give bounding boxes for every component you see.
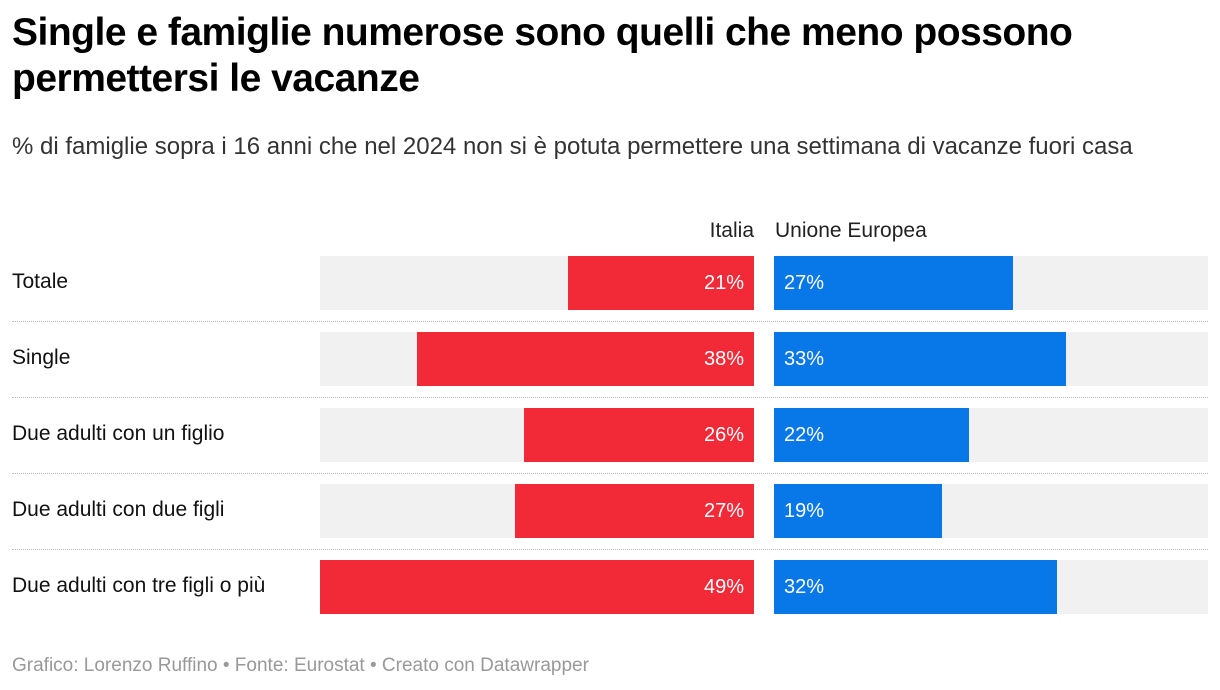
bar-ue — [774, 484, 943, 538]
bar-ue — [774, 408, 969, 462]
value-label-ue: 22% — [784, 424, 825, 446]
bar-italia — [523, 408, 754, 462]
value-label-italia: 27% — [703, 500, 744, 522]
chart-title: Single e famiglie numerose sono quelli c… — [12, 11, 1073, 100]
bar-ue — [774, 560, 1058, 614]
bar-ue — [774, 256, 1014, 310]
bar-italia — [568, 256, 754, 310]
row-divider — [12, 473, 1208, 474]
row-label: Single — [12, 346, 71, 369]
footer: Grafico: Lorenzo Ruffino • Fonte: Eurost… — [12, 655, 589, 676]
bar-italia — [320, 560, 754, 614]
row-divider — [12, 397, 1208, 398]
bar-ue — [774, 332, 1067, 386]
bar-italia — [514, 484, 754, 538]
value-label-ue: 33% — [784, 348, 825, 370]
row-divider — [12, 321, 1208, 322]
value-label-italia: 21% — [703, 272, 744, 294]
value-label-ue: 32% — [784, 576, 825, 598]
bar-italia — [417, 332, 754, 386]
row-label: Due adulti con tre figli o più — [12, 574, 266, 597]
row-label: Due adulti con due figli — [12, 498, 225, 521]
chart-subtitle: % di famiglie sopra i 16 anni che nel 20… — [12, 133, 1133, 160]
row-label: Totale — [12, 270, 69, 293]
value-label-italia: 38% — [703, 348, 744, 370]
value-label-ue: 27% — [784, 272, 825, 294]
value-label-italia: 49% — [703, 576, 744, 598]
row-label: Due adulti con un figlio — [12, 422, 225, 445]
legend-ue: Unione Europea — [775, 219, 927, 242]
value-label-italia: 26% — [703, 424, 744, 446]
legend-italia: Italia — [709, 219, 754, 242]
value-label-ue: 19% — [784, 500, 825, 522]
row-divider — [12, 549, 1208, 550]
